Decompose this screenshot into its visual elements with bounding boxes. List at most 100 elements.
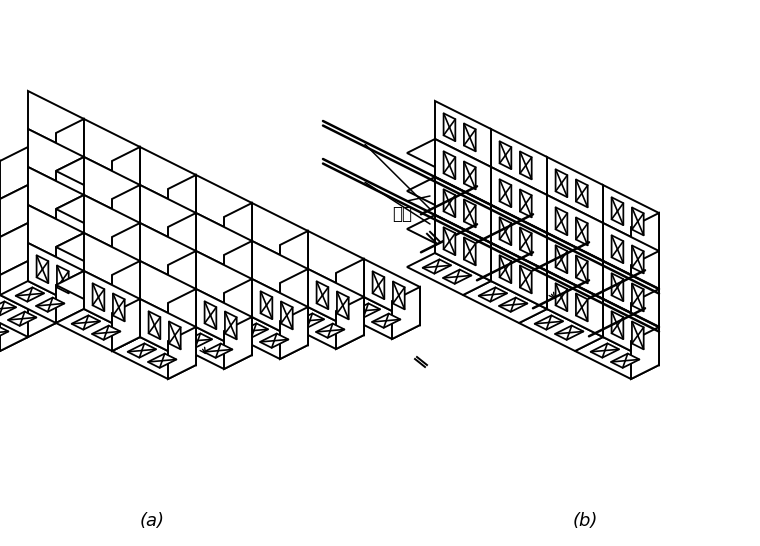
Polygon shape bbox=[444, 113, 455, 141]
Polygon shape bbox=[92, 325, 121, 340]
Polygon shape bbox=[336, 297, 364, 349]
Polygon shape bbox=[196, 175, 252, 241]
Polygon shape bbox=[56, 271, 140, 313]
Polygon shape bbox=[352, 304, 380, 318]
Polygon shape bbox=[224, 241, 252, 293]
Polygon shape bbox=[112, 261, 196, 303]
Polygon shape bbox=[168, 289, 196, 341]
Polygon shape bbox=[28, 209, 56, 261]
Polygon shape bbox=[84, 195, 140, 261]
Polygon shape bbox=[576, 217, 587, 245]
Polygon shape bbox=[547, 157, 603, 223]
Polygon shape bbox=[444, 189, 455, 217]
Polygon shape bbox=[168, 289, 252, 331]
Polygon shape bbox=[575, 299, 659, 341]
Polygon shape bbox=[8, 312, 36, 326]
Polygon shape bbox=[575, 337, 659, 379]
Polygon shape bbox=[556, 169, 568, 197]
Polygon shape bbox=[603, 299, 659, 365]
Polygon shape bbox=[603, 261, 659, 327]
Polygon shape bbox=[140, 223, 196, 289]
Polygon shape bbox=[252, 203, 308, 269]
Polygon shape bbox=[631, 251, 659, 303]
Polygon shape bbox=[16, 287, 44, 302]
Polygon shape bbox=[519, 309, 603, 351]
Polygon shape bbox=[576, 293, 587, 322]
Polygon shape bbox=[556, 245, 568, 273]
Polygon shape bbox=[0, 147, 28, 199]
Polygon shape bbox=[576, 180, 587, 207]
Polygon shape bbox=[0, 325, 8, 340]
Polygon shape bbox=[547, 271, 603, 337]
Polygon shape bbox=[337, 292, 349, 319]
Polygon shape bbox=[56, 271, 84, 323]
Polygon shape bbox=[112, 337, 196, 379]
Polygon shape bbox=[612, 235, 623, 263]
Polygon shape bbox=[0, 301, 16, 316]
Polygon shape bbox=[534, 316, 563, 330]
Polygon shape bbox=[491, 205, 547, 271]
Polygon shape bbox=[140, 261, 196, 327]
Text: (b): (b) bbox=[572, 512, 597, 530]
Polygon shape bbox=[632, 207, 644, 235]
Polygon shape bbox=[407, 139, 491, 181]
Polygon shape bbox=[196, 289, 252, 355]
Polygon shape bbox=[463, 205, 547, 247]
Polygon shape bbox=[393, 281, 404, 310]
Polygon shape bbox=[128, 343, 156, 358]
Polygon shape bbox=[632, 283, 644, 311]
Polygon shape bbox=[435, 101, 491, 167]
Polygon shape bbox=[224, 203, 252, 255]
Polygon shape bbox=[204, 343, 233, 358]
Polygon shape bbox=[547, 195, 603, 261]
Polygon shape bbox=[519, 271, 603, 313]
Polygon shape bbox=[603, 185, 659, 251]
Polygon shape bbox=[84, 233, 140, 299]
Polygon shape bbox=[520, 228, 532, 256]
Polygon shape bbox=[463, 281, 547, 323]
Polygon shape bbox=[575, 261, 659, 303]
Polygon shape bbox=[479, 287, 507, 302]
Polygon shape bbox=[168, 327, 196, 379]
Polygon shape bbox=[556, 207, 568, 235]
Polygon shape bbox=[280, 231, 308, 283]
Polygon shape bbox=[112, 223, 140, 275]
Polygon shape bbox=[280, 269, 308, 321]
Polygon shape bbox=[463, 167, 547, 209]
Polygon shape bbox=[444, 227, 455, 255]
Polygon shape bbox=[84, 271, 140, 337]
Polygon shape bbox=[519, 233, 603, 275]
Polygon shape bbox=[148, 354, 176, 368]
Polygon shape bbox=[612, 311, 623, 339]
Polygon shape bbox=[317, 281, 328, 309]
Polygon shape bbox=[612, 274, 623, 301]
Polygon shape bbox=[28, 167, 84, 233]
Polygon shape bbox=[0, 309, 28, 351]
Polygon shape bbox=[555, 325, 584, 340]
Polygon shape bbox=[260, 334, 289, 348]
Polygon shape bbox=[224, 279, 252, 331]
Polygon shape bbox=[56, 157, 140, 199]
Polygon shape bbox=[57, 265, 68, 293]
Polygon shape bbox=[56, 119, 84, 171]
Polygon shape bbox=[84, 119, 140, 185]
Polygon shape bbox=[204, 301, 217, 329]
Polygon shape bbox=[168, 327, 252, 369]
Polygon shape bbox=[56, 309, 140, 351]
Polygon shape bbox=[631, 289, 659, 341]
Polygon shape bbox=[28, 205, 84, 271]
Polygon shape bbox=[632, 322, 644, 349]
Polygon shape bbox=[225, 311, 236, 340]
Polygon shape bbox=[224, 279, 308, 321]
Polygon shape bbox=[631, 213, 659, 265]
Polygon shape bbox=[28, 247, 56, 299]
Polygon shape bbox=[444, 151, 455, 179]
Polygon shape bbox=[239, 323, 268, 337]
Polygon shape bbox=[36, 256, 49, 283]
Polygon shape bbox=[224, 317, 308, 359]
Polygon shape bbox=[464, 238, 476, 265]
Polygon shape bbox=[93, 283, 104, 311]
Polygon shape bbox=[464, 162, 476, 189]
Polygon shape bbox=[0, 261, 28, 313]
Polygon shape bbox=[464, 199, 476, 227]
